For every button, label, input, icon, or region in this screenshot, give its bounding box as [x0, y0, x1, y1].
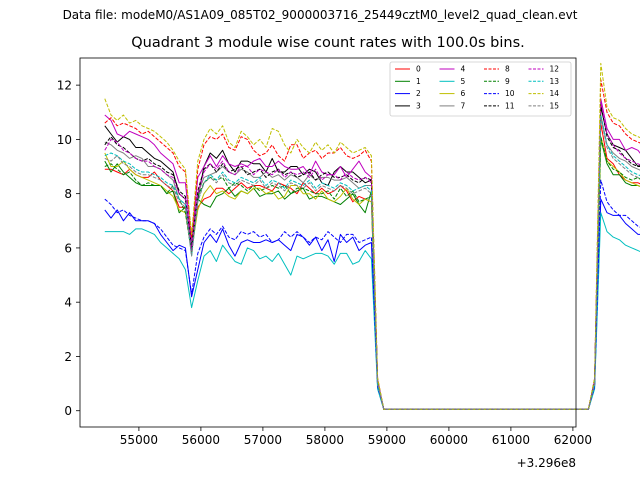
- data-file-label: Data file: modeM0/AS1A09_085T02_90000037…: [62, 8, 578, 22]
- legend-label-13: 13: [550, 77, 560, 86]
- chart-title: Quadrant 3 module wise count rates with …: [131, 35, 525, 51]
- series-line-9: [104, 136, 640, 410]
- legend-label-4: 4: [461, 65, 466, 74]
- legend-label-2: 2: [416, 89, 421, 98]
- y-tick-label: 2: [64, 350, 72, 364]
- legend-label-3: 3: [416, 101, 421, 110]
- y-axis: 0 2 4 6 8 10 12: [57, 79, 80, 418]
- x-tick-label: 55000: [120, 433, 158, 447]
- legend-label-8: 8: [505, 65, 510, 74]
- x-offset-label: +3.296e8: [517, 456, 576, 470]
- series-line-8: [104, 79, 640, 410]
- x-tick-label: 62000: [554, 433, 592, 447]
- x-tick-label: 60000: [430, 433, 468, 447]
- x-tick-label: 59000: [368, 433, 406, 447]
- legend-label-11: 11: [505, 101, 515, 110]
- plot-area: [80, 58, 576, 427]
- axes-frame: [79, 57, 577, 428]
- legend-label-0: 0: [416, 65, 421, 74]
- legend-label-15: 15: [550, 101, 560, 110]
- y-tick-label: 8: [64, 187, 72, 201]
- x-tick-label: 61000: [492, 433, 530, 447]
- legend-label-1: 1: [416, 77, 421, 86]
- series-lines: [104, 62, 640, 410]
- legend-label-6: 6: [461, 89, 466, 98]
- x-tick-label: 57000: [244, 433, 282, 447]
- legend-label-12: 12: [550, 65, 560, 74]
- x-axis: 55000 56000 57000 58000 59000 60000 61000 62000: [120, 427, 592, 447]
- y-tick-label: 12: [57, 79, 72, 93]
- x-tick-label: 56000: [182, 433, 220, 447]
- y-tick-label: 4: [64, 296, 72, 310]
- y-tick-label: 10: [57, 133, 72, 147]
- legend-label-14: 14: [550, 89, 560, 98]
- series-line-15: [104, 117, 640, 410]
- y-tick-label: 6: [64, 241, 72, 255]
- series-line-10: [104, 179, 640, 410]
- y-tick-label: 0: [64, 404, 72, 418]
- legend-label-5: 5: [461, 77, 466, 86]
- legend-label-10: 10: [505, 89, 515, 98]
- legend-label-9: 9: [505, 77, 510, 86]
- legend-label-7: 7: [461, 101, 466, 110]
- x-tick-label: 58000: [306, 433, 344, 447]
- legend-box: [389, 61, 572, 117]
